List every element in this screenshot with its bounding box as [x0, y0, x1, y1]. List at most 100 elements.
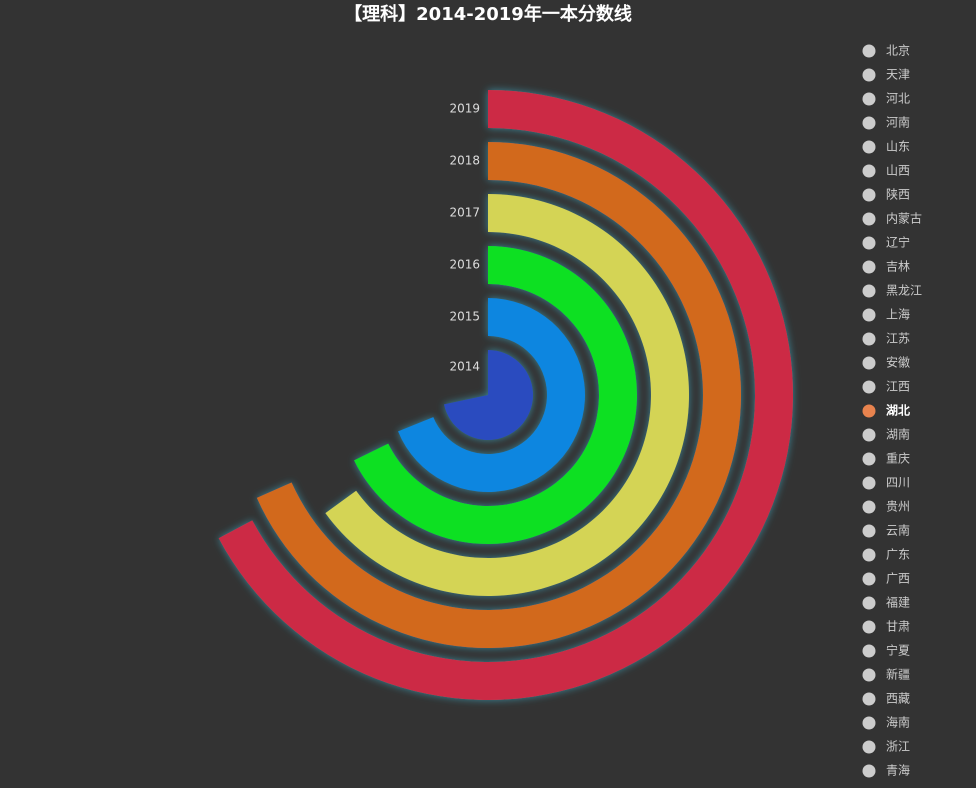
legend-label: 西藏: [886, 692, 910, 706]
radial-tick-label: 2016: [449, 258, 480, 272]
legend-marker: [862, 236, 876, 250]
legend-marker: [862, 452, 876, 466]
legend-label: 甘肃: [886, 620, 910, 634]
legend-label: 广东: [886, 548, 910, 562]
legend-label: 青海: [886, 763, 910, 778]
legend-item[interactable]: 北京: [862, 44, 911, 58]
legend-item[interactable]: 天津: [862, 68, 911, 82]
legend-item[interactable]: 贵州: [862, 500, 911, 514]
legend-label: 江苏: [886, 332, 910, 346]
legend-marker: [862, 164, 876, 178]
bar: [443, 350, 534, 440]
legend-label: 宁夏: [886, 643, 910, 658]
legend-label: 山东: [886, 140, 910, 154]
legend-label: 辽宁: [886, 235, 910, 250]
radial-tick-label: 2019: [449, 102, 480, 116]
legend-item[interactable]: 河北: [862, 92, 911, 106]
radial-tick-label: 2018: [449, 154, 480, 168]
legend-marker: [862, 380, 876, 394]
legend-label: 云南: [886, 523, 910, 538]
legend-item[interactable]: 辽宁: [862, 235, 911, 250]
legend-marker: [862, 500, 876, 514]
legend-item[interactable]: 西藏: [862, 692, 911, 706]
legend-item[interactable]: 青海: [862, 763, 911, 778]
legend-item[interactable]: 内蒙古: [862, 211, 923, 226]
legend-marker: [862, 68, 876, 82]
legend-marker: [862, 212, 876, 226]
legend-marker: [862, 260, 876, 274]
legend-item[interactable]: 浙江: [862, 740, 911, 754]
legend-item[interactable]: 吉林: [862, 260, 911, 274]
chart-title: 【理科】2014-2019年一本分数线: [344, 3, 632, 25]
bar: [398, 298, 586, 492]
legend-marker: [862, 644, 876, 658]
legend-label: 山西: [886, 164, 910, 178]
legend-marker: [862, 740, 876, 754]
legend-label: 福建: [886, 595, 910, 610]
legend-label: 北京: [886, 44, 910, 58]
legend-item[interactable]: 广西: [862, 572, 911, 586]
legend-marker: [862, 668, 876, 682]
legend-marker: [862, 284, 876, 298]
legend-marker: [862, 428, 876, 442]
legend-label: 河北: [886, 92, 910, 106]
legend-item[interactable]: 黑龙江: [862, 284, 923, 298]
legend-label: 广西: [886, 572, 910, 586]
legend-marker: [862, 332, 876, 346]
legend-item[interactable]: 江苏: [862, 332, 911, 346]
legend-item[interactable]: 重庆: [862, 452, 911, 466]
legend-label: 浙江: [886, 740, 910, 754]
legend-label: 天津: [886, 68, 910, 82]
legend-marker: [862, 140, 876, 154]
legend-marker: [862, 524, 876, 538]
legend-marker: [862, 596, 876, 610]
legend-marker: [862, 92, 876, 106]
legend-marker: [862, 620, 876, 634]
legend-marker: [862, 476, 876, 490]
legend-label: 四川: [886, 476, 910, 490]
legend-item[interactable]: 山东: [862, 140, 911, 154]
legend-item[interactable]: 新疆: [862, 667, 911, 682]
legend-label: 上海: [886, 307, 910, 322]
legend-marker: [862, 44, 876, 58]
legend-label: 内蒙古: [886, 211, 922, 226]
legend-item[interactable]: 陕西: [862, 187, 911, 202]
legend-item[interactable]: 四川: [862, 476, 911, 490]
legend-item[interactable]: 云南: [862, 523, 911, 538]
legend-marker: [862, 692, 876, 706]
legend-label: 安徽: [886, 355, 910, 370]
legend-marker: [862, 572, 876, 586]
radial-tick-label: 2014: [449, 360, 480, 374]
legend-item[interactable]: 宁夏: [862, 643, 911, 658]
legend-marker: [862, 188, 876, 202]
legend-label: 黑龙江: [886, 284, 922, 298]
radial-tick-label: 2017: [449, 206, 480, 220]
legend-item[interactable]: 山西: [862, 164, 911, 178]
legend-item[interactable]: 上海: [862, 307, 911, 322]
legend-item[interactable]: 江西: [862, 380, 911, 394]
legend-marker: [862, 404, 876, 418]
bars: [218, 90, 793, 700]
legend-item[interactable]: 河南: [862, 115, 911, 130]
legend-label: 陕西: [886, 187, 910, 202]
legend-item[interactable]: 湖北: [862, 403, 911, 418]
legend-label: 江西: [886, 380, 910, 394]
legend-marker: [862, 764, 876, 778]
legend-marker: [862, 356, 876, 370]
legend-label: 重庆: [886, 452, 910, 466]
legend-item[interactable]: 海南: [862, 715, 911, 730]
legend-item[interactable]: 安徽: [862, 355, 911, 370]
legend-label: 贵州: [886, 500, 910, 514]
legend-item[interactable]: 甘肃: [862, 620, 911, 634]
legend-item[interactable]: 福建: [862, 595, 911, 610]
legend-label: 湖北: [886, 403, 910, 418]
legend-item[interactable]: 广东: [862, 548, 911, 562]
legend-marker: [862, 116, 876, 130]
legend-label: 湖南: [886, 427, 910, 442]
legend-marker: [862, 716, 876, 730]
legend-label: 河南: [886, 115, 910, 130]
legend-item[interactable]: 湖南: [862, 427, 911, 442]
legend-label: 新疆: [886, 667, 910, 682]
legend-marker: [862, 308, 876, 322]
